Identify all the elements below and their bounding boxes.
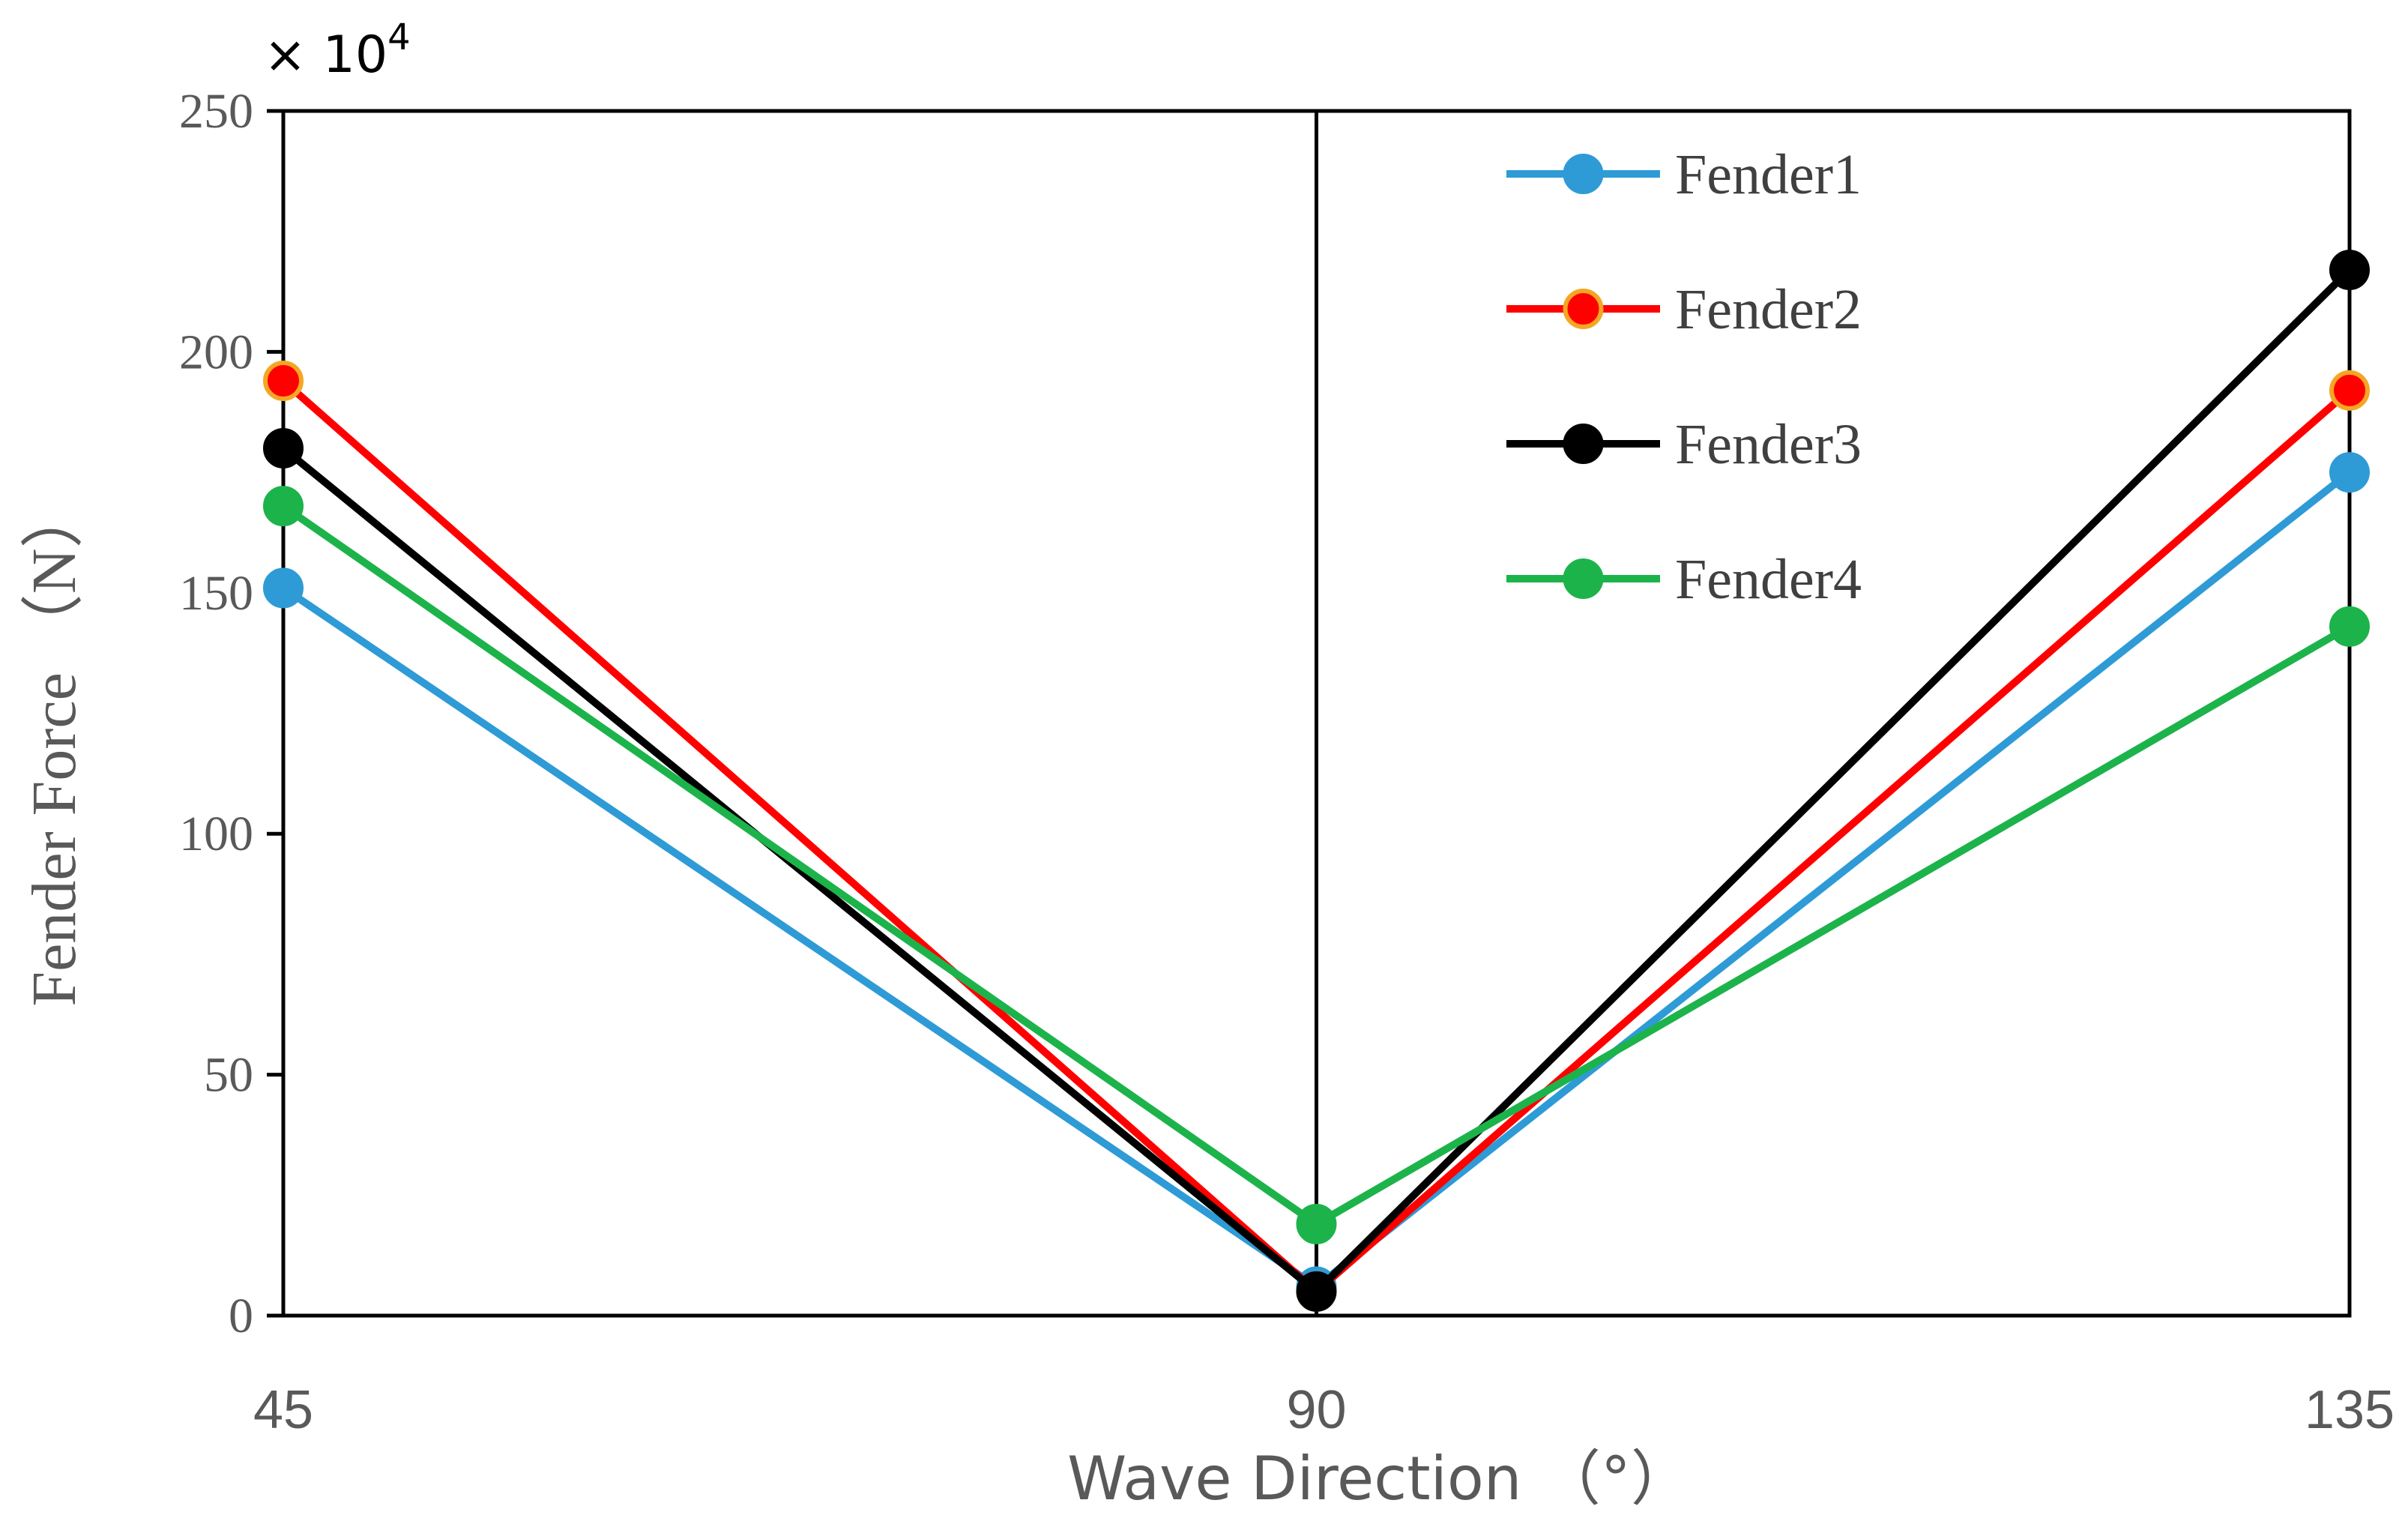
legend-marker: [1563, 289, 1604, 329]
y-axis-multiplier: × 104: [264, 16, 411, 85]
series-layer: [263, 250, 2370, 1312]
x-axis-label: Wave Direction （°）: [1067, 1444, 1691, 1514]
data-point-fender3: [1296, 1271, 1337, 1312]
data-point-fender2: [2329, 370, 2370, 411]
data-point-fender4: [263, 486, 304, 527]
legend-entry-fender2: Fender2: [1506, 278, 1862, 341]
legend-marker: [1563, 424, 1604, 464]
y-tick-label: 200: [179, 325, 253, 379]
y-tick-label: 250: [179, 84, 253, 139]
y-tick-label: 100: [179, 807, 253, 861]
data-point-fender1: [263, 567, 304, 609]
legend-label: Fender3: [1675, 413, 1862, 476]
data-point-fender3: [2329, 250, 2370, 291]
legend-label: Fender4: [1675, 548, 1862, 611]
legend-label: Fender2: [1675, 278, 1862, 341]
y-tick-label: 50: [204, 1048, 253, 1103]
legend-label: Fender1: [1675, 143, 1862, 206]
y-tick-label: 150: [179, 566, 253, 621]
data-point-fender2: [263, 360, 304, 401]
legend-entry-fender1: Fender1: [1506, 143, 1862, 206]
x-tick-label: 135: [2305, 1380, 2395, 1440]
x-tick-label: 45: [253, 1380, 313, 1440]
data-point-fender4: [1296, 1203, 1337, 1244]
x-tick-label: 90: [1286, 1380, 1346, 1440]
series-fender4: [263, 486, 2370, 1244]
y-axis-label: Fender Force （N）: [19, 485, 89, 1006]
series-fender3: [263, 250, 2370, 1312]
legend-entry-fender4: Fender4: [1506, 548, 1862, 611]
legend-entry-fender3: Fender3: [1506, 413, 1862, 476]
legend-marker: [1563, 558, 1604, 599]
y-tick-label: 0: [229, 1289, 253, 1343]
data-point-fender1: [2329, 452, 2370, 493]
legend: Fender1 Fender2 Fender3 Fender4: [1506, 143, 1862, 611]
axes-layer: 0 50 100 150 200 250 45 90 135: [179, 84, 2395, 1440]
legend-marker: [1563, 154, 1604, 194]
data-point-fender3: [263, 427, 304, 469]
data-point-fender4: [2329, 606, 2370, 647]
